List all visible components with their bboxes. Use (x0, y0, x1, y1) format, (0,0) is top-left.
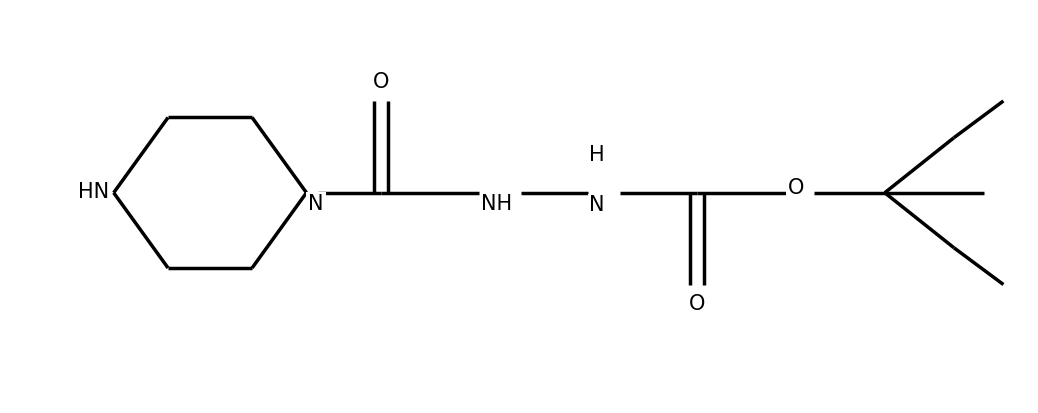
Text: H: H (590, 145, 605, 165)
Text: O: O (689, 294, 705, 314)
Text: N: N (308, 194, 324, 214)
Text: NH: NH (482, 194, 513, 214)
Text: N: N (590, 195, 605, 215)
Text: O: O (373, 72, 389, 92)
Text: O: O (788, 178, 804, 198)
Text: HN: HN (78, 182, 109, 202)
